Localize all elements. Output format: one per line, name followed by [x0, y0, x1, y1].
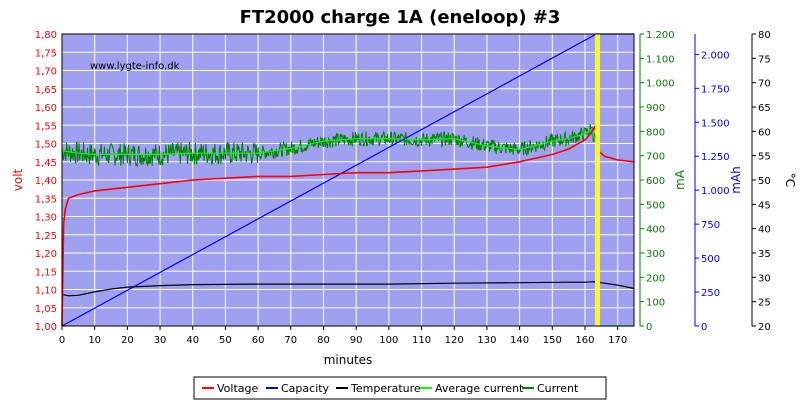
temp-tick-label: 20: [758, 322, 771, 333]
x-tick-label: 140: [510, 335, 529, 346]
temp-tick-label: 60: [758, 127, 771, 138]
mA-tick-label: 700: [646, 152, 665, 163]
volt-tick-label: 1,35: [35, 194, 57, 205]
temp-axis-label: °C: [783, 173, 797, 187]
mA-tick-label: 200: [646, 273, 665, 284]
volt-axis-label: volt: [11, 168, 25, 191]
x-tick-label: 20: [121, 335, 134, 346]
series-average-current-line: [61, 127, 634, 327]
legend-label-temperature: Temperature: [350, 382, 421, 395]
temp-tick-label: 30: [758, 273, 771, 284]
x-tick-label: 0: [59, 335, 65, 346]
temp-tick-label: 55: [758, 152, 771, 163]
mAh-tick-label: 500: [701, 254, 720, 265]
temp-tick-label: 45: [758, 200, 771, 211]
volt-tick-label: 1,80: [35, 30, 57, 41]
end-marker-bar: [595, 34, 601, 326]
mAh-axis-label: mAh: [729, 166, 743, 194]
volt-tick-label: 1,50: [35, 140, 57, 151]
x-tick-label: 150: [543, 335, 562, 346]
legend-label-current: Current: [537, 382, 579, 395]
volt-tick-label: 1,20: [35, 249, 57, 260]
legend-label-capacity: Capacity: [281, 382, 330, 395]
legend-label-average-current: Average current: [435, 382, 524, 395]
x-tick-label: 130: [477, 335, 496, 346]
mAh-tick-label: 1.250: [701, 152, 730, 163]
legend-box: [193, 376, 607, 400]
mAh-tick-label: 750: [701, 220, 720, 231]
mA-tick-label: 1.100: [646, 54, 675, 65]
volt-tick-label: 1,40: [35, 176, 57, 187]
volt-tick-label: 1,05: [35, 304, 57, 315]
temp-tick-label: 35: [758, 249, 771, 260]
mAh-tick-label: 1.750: [701, 84, 730, 95]
volt-tick-label: 1,45: [35, 158, 57, 169]
x-tick-label: 50: [219, 335, 232, 346]
x-tick-label: 30: [154, 335, 167, 346]
temp-tick-label: 80: [758, 30, 771, 41]
volt-tick-label: 1,10: [35, 286, 57, 297]
x-tick-label: 110: [412, 335, 431, 346]
temp-tick-label: 70: [758, 79, 771, 90]
mAh-tick-label: 0: [701, 322, 707, 333]
mA-tick-label: 1.200: [646, 30, 675, 41]
plot-frame: [61, 33, 635, 327]
volt-tick-label: 1,65: [35, 85, 57, 96]
x-tick-label: 170: [608, 335, 627, 346]
volt-tick-label: 1,70: [35, 67, 57, 78]
x-tick-label: 70: [284, 335, 297, 346]
x-axis-label: minutes: [324, 353, 373, 367]
chart-title: FT2000 charge 1A (eneloop) #3: [240, 7, 561, 28]
x-tick-label: 120: [445, 335, 464, 346]
temp-tick-label: 40: [758, 225, 771, 236]
temp-tick-label: 65: [758, 103, 771, 114]
mA-tick-label: 800: [646, 127, 665, 138]
volt-tick-label: 1,15: [35, 267, 57, 278]
volt-tick-label: 1,55: [35, 121, 57, 132]
mA-tick-label: 0: [646, 322, 652, 333]
series-temperature-line: [61, 281, 635, 297]
watermark: www.lygte-info.dk: [90, 61, 180, 72]
volt-tick-label: 1,30: [35, 213, 57, 224]
mAh-tick-label: 2.000: [701, 50, 730, 61]
mA-tick-label: 600: [646, 176, 665, 187]
x-tick-label: 80: [317, 335, 330, 346]
mA-tick-label: 500: [646, 200, 665, 211]
volt-tick-label: 1,60: [35, 103, 57, 114]
axes: 0 10 20 30 40 50 60 70 80 90 100 110 120 130 140 150 160…: [11, 30, 797, 346]
temp-tick-label: 25: [758, 298, 771, 309]
mA-tick-label: 400: [646, 225, 665, 236]
volt-tick-label: 1,00: [35, 322, 57, 333]
x-tick-label: 10: [88, 335, 101, 346]
end-marker: [595, 34, 601, 326]
mAh-tick-label: 250: [701, 288, 720, 299]
x-tick-label: 100: [379, 335, 398, 346]
legend: Voltage Capacity Temperature Average curren…: [193, 376, 607, 400]
x-tick-label: 40: [186, 335, 199, 346]
x-tick-label: 60: [252, 335, 265, 346]
series-current-line: [61, 124, 634, 327]
mA-tick-label: 1.000: [646, 79, 675, 90]
mA-axis-label: mA: [673, 169, 687, 190]
x-tick-label: 160: [575, 335, 594, 346]
mA-tick-label: 900: [646, 103, 665, 114]
volt-tick-label: 1,25: [35, 231, 57, 242]
mAh-tick-label: 1.500: [701, 118, 730, 129]
temp-tick-label: 75: [758, 54, 771, 65]
volt-tick-label: 1,75: [35, 48, 57, 59]
x-tick-label: 90: [350, 335, 363, 346]
legend-label-voltage: Voltage: [217, 382, 258, 395]
mA-tick-label: 100: [646, 298, 665, 309]
temp-tick-label: 50: [758, 176, 771, 187]
mA-tick-label: 300: [646, 249, 665, 260]
mAh-tick-label: 1.000: [701, 186, 730, 197]
